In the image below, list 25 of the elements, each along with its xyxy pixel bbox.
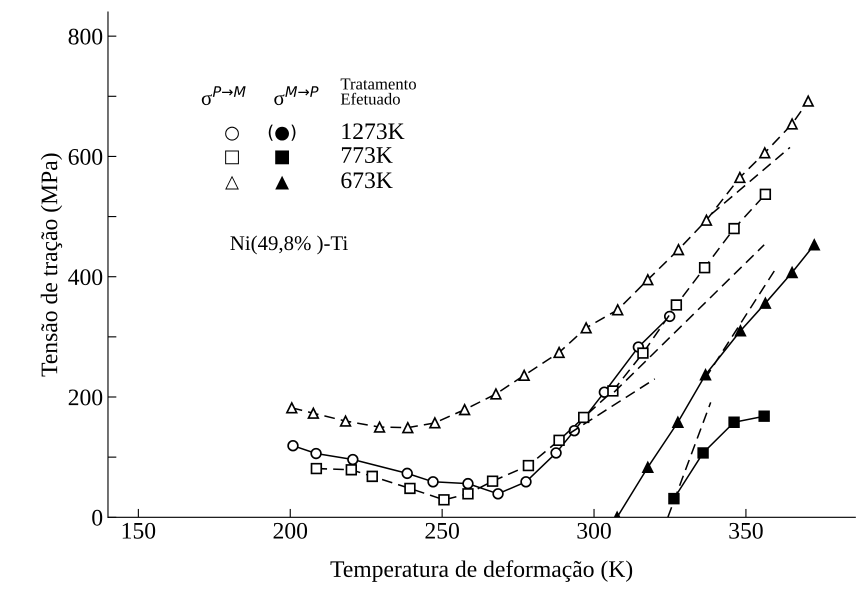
y-tick-label: 600	[68, 148, 102, 165]
annotation: (●)	[268, 124, 296, 141]
y-tick-label: 0	[92, 510, 102, 526]
annotation: □	[225, 150, 239, 164]
annotation: △	[225, 176, 239, 190]
y-tick-label: 800	[68, 28, 102, 45]
annotation: 1273K	[342, 123, 404, 140]
x-tick-label: 300	[577, 522, 611, 539]
annotation: ▲	[275, 176, 289, 190]
y-tick-label: 400	[68, 269, 102, 286]
x-tick-label: 250	[425, 522, 459, 539]
x-tick-label: 200	[274, 522, 308, 539]
annotation: ○	[225, 126, 239, 141]
annotation: Tratamento Efetuado	[340, 78, 416, 105]
x-axis-title: Temperatura de deformação (K)	[330, 560, 632, 582]
annotation: 773K	[342, 147, 393, 163]
annotation: σ$^{M→P}$	[274, 86, 318, 106]
annotation: 673K	[341, 172, 393, 188]
annotation: σ$^{P→M}$	[202, 86, 246, 106]
y-tick-label: 200	[68, 389, 102, 406]
y-axis-title: Tensão de tração (MPa)	[40, 153, 62, 377]
x-tick-label: 350	[729, 522, 763, 539]
annotation: ■	[275, 150, 289, 164]
x-tick-label: 150	[122, 522, 156, 539]
annotation: Ni(49,8% )-Ti	[230, 236, 348, 254]
